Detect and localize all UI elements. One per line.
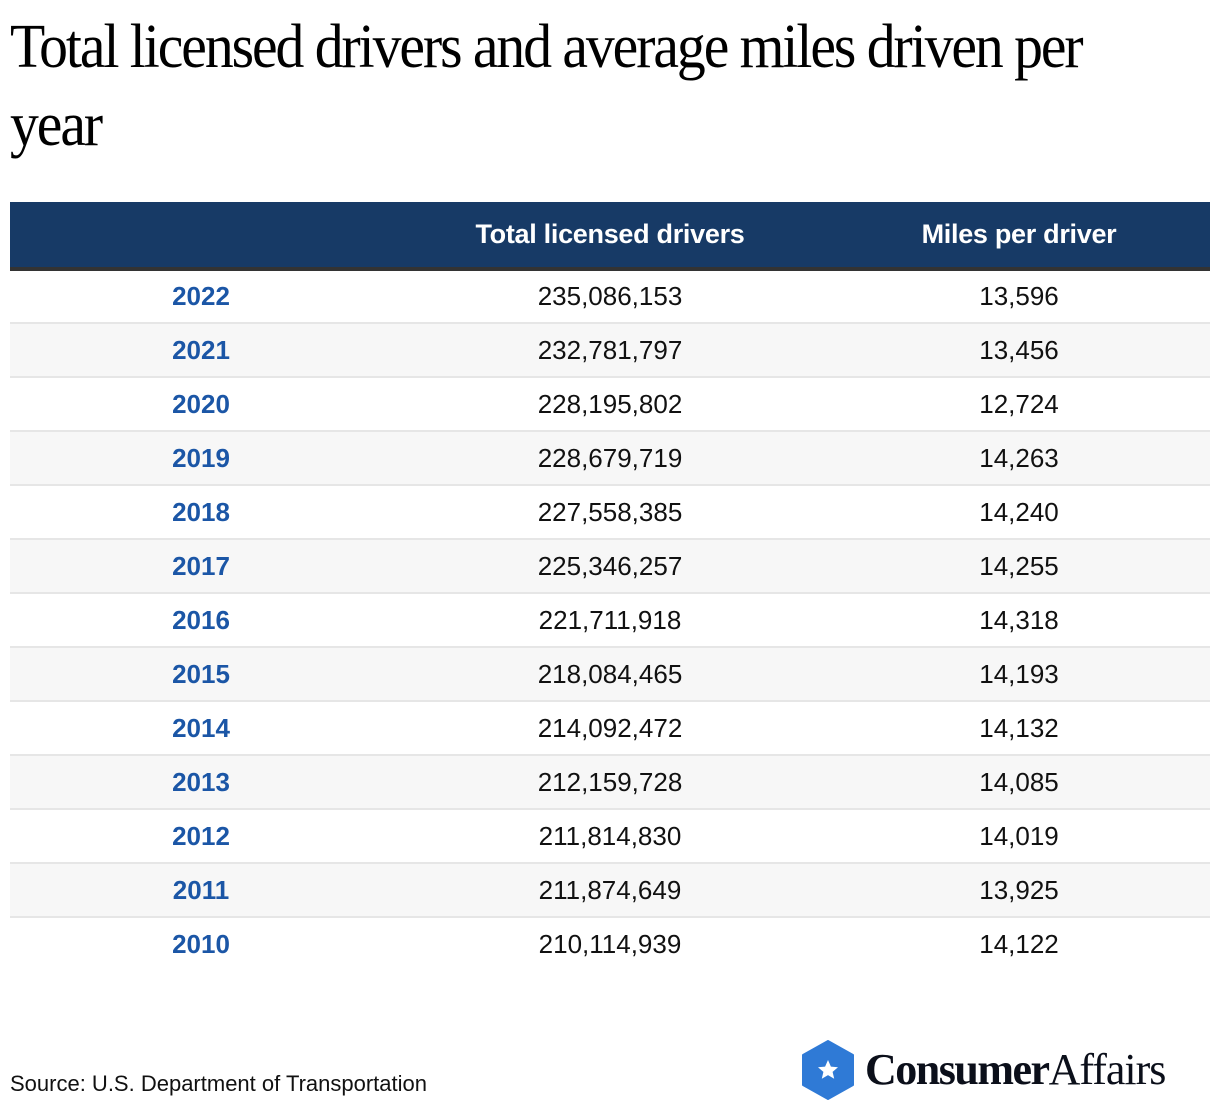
column-header-total-licensed-drivers: Total licensed drivers xyxy=(392,202,828,271)
drivers-cell: 235,086,153 xyxy=(537,281,683,311)
drivers-cell: 210,114,939 xyxy=(538,929,682,959)
year-cell: 2020 xyxy=(172,388,230,419)
data-table-container: Total licensed drivers Miles per driver … xyxy=(10,202,1210,971)
drivers-cell: 232,781,797 xyxy=(537,334,683,365)
table-row: 2020 228,195,802 12,724 xyxy=(10,377,1210,431)
drivers-cell: 214,092,472 xyxy=(537,712,683,743)
source-note: Source: U.S. Department of Transportatio… xyxy=(10,1071,427,1096)
logo-wordmark: ConsumerAffairs xyxy=(865,1040,1167,1100)
year-cell: 2011 xyxy=(172,874,230,905)
table-row: 2010 210,114,939 14,122 xyxy=(10,917,1210,971)
miles-cell: 14,318 xyxy=(979,604,1059,635)
miles-cell: 13,925 xyxy=(979,874,1059,905)
year-cell: 2021 xyxy=(172,334,230,365)
star-hexagon-icon xyxy=(802,1040,854,1100)
drivers-cell: 212,159,728 xyxy=(537,766,683,797)
year-cell: 2012 xyxy=(172,820,230,851)
miles-cell: 14,263 xyxy=(979,442,1059,473)
logo-wordmark-light: Affairs xyxy=(1048,1045,1167,1094)
year-cell: 2013 xyxy=(172,766,230,797)
miles-cell: 14,132 xyxy=(979,712,1059,743)
year-cell: 2017 xyxy=(172,550,230,581)
drivers-cell: 228,679,719 xyxy=(537,442,683,473)
miles-cell: 14,240 xyxy=(979,496,1059,527)
year-cell: 2010 xyxy=(172,929,230,959)
miles-cell: 12,724 xyxy=(979,388,1059,419)
drivers-cell: 227,558,385 xyxy=(537,496,683,527)
year-cell: 2022 xyxy=(172,281,230,311)
miles-cell: 14,122 xyxy=(979,929,1059,959)
table-row: 2017 225,346,257 14,255 xyxy=(10,539,1210,593)
miles-cell: 14,255 xyxy=(979,550,1059,581)
table-row: 2018 227,558,385 14,240 xyxy=(10,485,1210,539)
drivers-cell: 225,346,257 xyxy=(537,550,683,581)
table-row: 2022 235,086,153 13,596 xyxy=(10,269,1210,323)
miles-cell: 13,456 xyxy=(979,334,1059,365)
drivers-cell: 228,195,802 xyxy=(537,388,683,419)
miles-cell: 14,019 xyxy=(979,820,1059,851)
column-header-miles-per-driver: Miles per driver xyxy=(828,202,1210,271)
column-header-year xyxy=(10,202,392,271)
miles-cell: 14,085 xyxy=(979,766,1059,797)
year-cell: 2016 xyxy=(172,604,230,635)
table-row: 2019 228,679,719 14,263 xyxy=(10,431,1210,485)
table-row: 2013 212,159,728 14,085 xyxy=(10,755,1210,809)
logo-wordmark-strong: Consumer xyxy=(865,1045,1050,1094)
table-row: 2012 211,814,830 14,019 xyxy=(10,809,1210,863)
drivers-cell: 211,874,649 xyxy=(538,874,682,905)
year-cell: 2015 xyxy=(172,658,230,689)
year-cell: 2018 xyxy=(172,496,230,527)
miles-cell: 13,596 xyxy=(979,281,1059,311)
chart-title: Total licensed drivers and average miles… xyxy=(10,13,1084,159)
table-header-row: Total licensed drivers Miles per driver xyxy=(10,202,1210,271)
year-cell: 2019 xyxy=(172,442,230,473)
drivers-cell: 218,084,465 xyxy=(537,658,683,689)
table-row: 2021 232,781,797 13,456 xyxy=(10,323,1210,377)
table-row: 2016 221,711,918 14,318 xyxy=(10,593,1210,647)
data-table: Total licensed drivers Miles per driver … xyxy=(10,202,1210,971)
miles-cell: 14,193 xyxy=(979,658,1059,689)
drivers-cell: 221,711,918 xyxy=(538,604,682,635)
year-cell: 2014 xyxy=(172,712,230,743)
table-body: 2022 235,086,153 13,596 2021 232,781,797 13,4… xyxy=(10,269,1210,971)
table-row: 2011 211,874,649 13,925 xyxy=(10,863,1210,917)
table-row: 2015 218,084,465 14,193 xyxy=(10,647,1210,701)
table-row: 2014 214,092,472 14,132 xyxy=(10,701,1210,755)
table-header: Total licensed drivers Miles per driver xyxy=(10,202,1210,271)
drivers-cell: 211,814,830 xyxy=(538,820,682,851)
consumeraffairs-logo: ConsumerAffairs xyxy=(801,1040,1167,1100)
